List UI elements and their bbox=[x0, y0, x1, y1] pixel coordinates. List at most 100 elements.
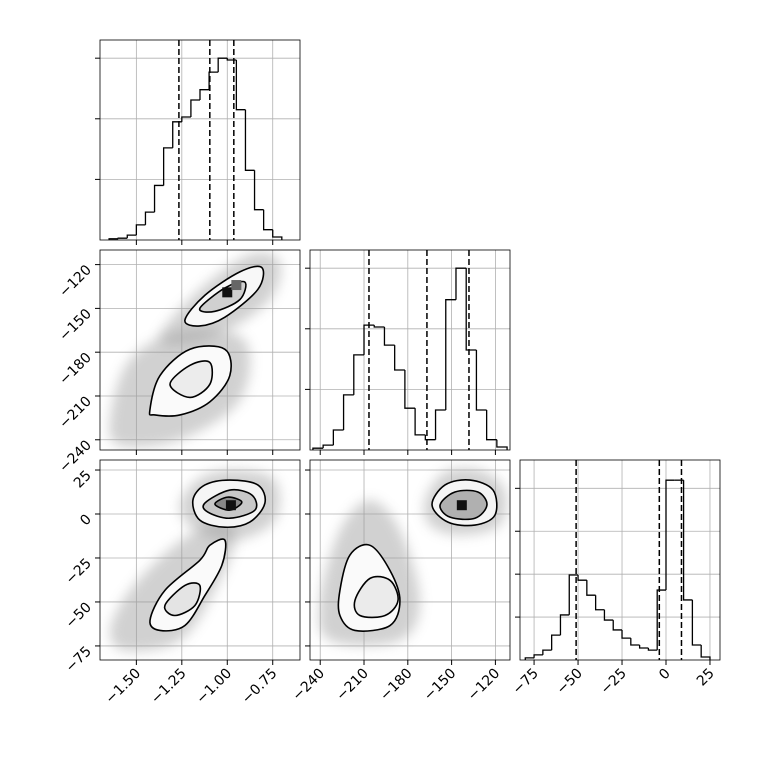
histogram-step bbox=[465, 268, 477, 351]
histogram-step bbox=[383, 326, 395, 346]
x-tick-label: −1.00 bbox=[193, 666, 235, 708]
y-tick-label: 0 bbox=[77, 512, 95, 530]
histogram-step bbox=[373, 325, 385, 328]
histogram-step bbox=[647, 647, 658, 651]
x-tick-label: −120 bbox=[465, 666, 504, 705]
y-tick-label: −75 bbox=[63, 643, 95, 675]
histogram-step bbox=[190, 99, 200, 117]
density-peak bbox=[456, 500, 467, 511]
histogram-step bbox=[199, 89, 210, 100]
y-tick-label: −25 bbox=[63, 555, 95, 587]
panel-background bbox=[310, 250, 510, 450]
histogram-step bbox=[656, 589, 666, 651]
x-tick-label: −210 bbox=[333, 666, 372, 705]
histogram-step bbox=[455, 267, 467, 300]
x-tick-label: −1.25 bbox=[148, 666, 190, 708]
histogram-step bbox=[621, 629, 631, 639]
x-tick-label: −180 bbox=[377, 666, 416, 705]
y-tick-label: −210 bbox=[56, 394, 95, 433]
histogram-step bbox=[586, 580, 596, 596]
x-tick-label: −0.75 bbox=[239, 666, 281, 708]
panel-frame bbox=[309, 249, 511, 451]
panel-frame bbox=[99, 249, 301, 451]
histogram-step bbox=[682, 480, 693, 601]
y-tick-label: −180 bbox=[56, 350, 95, 389]
x-tick-label: −240 bbox=[290, 666, 329, 705]
x-tick-label: −25 bbox=[598, 666, 630, 698]
histogram-step bbox=[262, 209, 273, 231]
histogram-step bbox=[332, 429, 344, 446]
histogram-step bbox=[126, 234, 137, 239]
histogram-step bbox=[153, 184, 164, 213]
histogram-step bbox=[235, 60, 246, 111]
histogram-step bbox=[404, 370, 416, 409]
histogram-step bbox=[162, 147, 173, 186]
panel-content bbox=[100, 250, 300, 450]
panel-content bbox=[520, 460, 720, 660]
histogram-step bbox=[612, 620, 623, 631]
histogram-step bbox=[272, 229, 283, 240]
contour bbox=[353, 575, 399, 619]
histogram-step bbox=[533, 654, 543, 658]
x-tick-label: −150 bbox=[421, 666, 460, 705]
x-tick-label: 0 bbox=[656, 666, 674, 684]
y-tick-label: −150 bbox=[56, 306, 95, 345]
histogram-step bbox=[342, 394, 354, 430]
x-tick-label: −50 bbox=[554, 666, 586, 698]
y-tick-label: −240 bbox=[56, 437, 95, 476]
histogram-step bbox=[108, 238, 119, 240]
contour bbox=[169, 360, 214, 399]
histogram-step bbox=[144, 211, 155, 225]
density-peak bbox=[225, 500, 236, 511]
histogram-step bbox=[700, 644, 711, 660]
histogram-step bbox=[559, 614, 570, 636]
histogram-step bbox=[353, 354, 365, 395]
histogram-step bbox=[485, 410, 497, 441]
panel-content bbox=[310, 460, 510, 660]
histogram-step bbox=[594, 595, 605, 611]
histogram-step bbox=[217, 57, 228, 73]
histogram-step bbox=[135, 224, 146, 236]
histogram-step bbox=[577, 575, 587, 581]
y-tick-label: 25 bbox=[71, 468, 95, 492]
histogram-step bbox=[363, 324, 375, 355]
panel-frame bbox=[519, 459, 721, 661]
panel-background bbox=[100, 40, 300, 240]
histogram-step bbox=[665, 479, 675, 591]
histogram-step bbox=[394, 345, 405, 371]
histogram-step bbox=[630, 638, 640, 646]
histogram-step bbox=[603, 609, 614, 621]
histogram-step bbox=[181, 116, 191, 122]
panel-content bbox=[100, 460, 300, 660]
panel-frame bbox=[99, 459, 301, 661]
histogram-step bbox=[475, 350, 487, 411]
histogram-step bbox=[322, 444, 334, 449]
histogram-step bbox=[542, 649, 552, 655]
x-tick-label: −75 bbox=[510, 666, 542, 698]
histogram-step bbox=[524, 657, 535, 660]
histogram-step bbox=[424, 434, 436, 441]
panel-background bbox=[520, 460, 720, 660]
density-peak bbox=[231, 280, 242, 291]
panel-content bbox=[100, 40, 300, 240]
histogram-step bbox=[638, 644, 649, 649]
contour bbox=[163, 582, 202, 617]
y-tick-label: −50 bbox=[63, 599, 95, 631]
histogram-step bbox=[445, 299, 456, 410]
histogram-step bbox=[253, 170, 264, 211]
histogram-step bbox=[244, 109, 255, 171]
histogram-step bbox=[551, 634, 561, 651]
histogram-step bbox=[312, 447, 324, 450]
panel-content bbox=[310, 250, 510, 450]
y-tick-label: −120 bbox=[56, 262, 95, 301]
histogram-step bbox=[496, 439, 508, 450]
histogram-step bbox=[568, 574, 579, 615]
x-tick-label: 25 bbox=[694, 666, 718, 690]
x-tick-label: −1.50 bbox=[103, 666, 145, 708]
histogram-step bbox=[117, 237, 128, 239]
panel-frame bbox=[99, 39, 301, 241]
histogram-step bbox=[434, 409, 446, 440]
histogram-step bbox=[414, 408, 426, 436]
panel-frame bbox=[309, 459, 511, 661]
